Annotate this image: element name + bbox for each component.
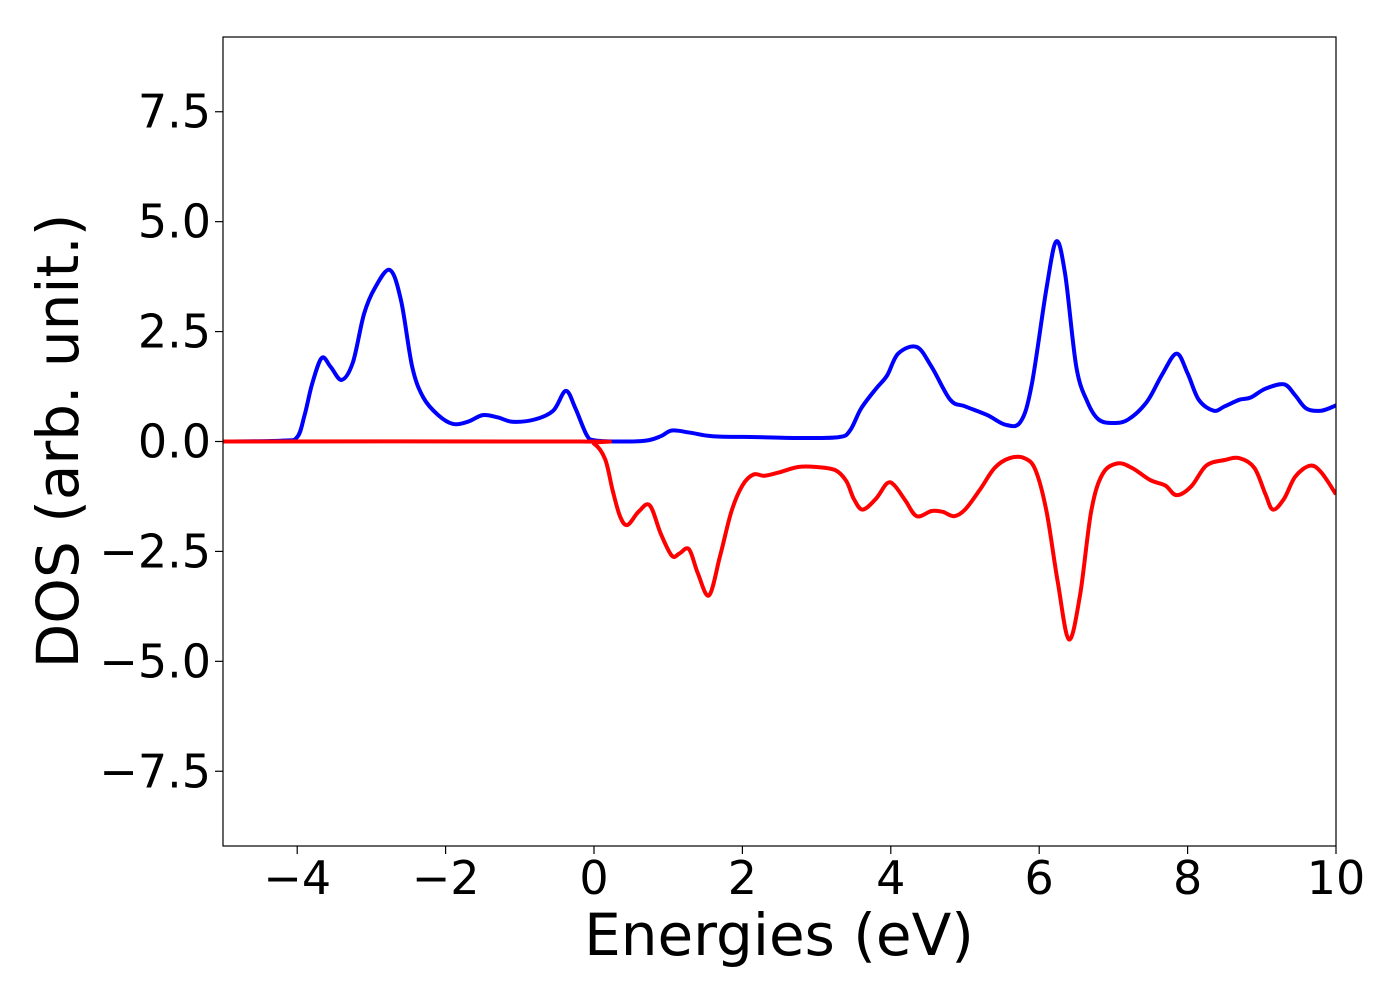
x-tick-label: 8	[1173, 851, 1202, 905]
y-tick-label: 0.0	[138, 415, 211, 469]
y-tick-label: −7.5	[99, 744, 211, 798]
x-tick-label: 4	[876, 851, 905, 905]
x-tick-label: 10	[1307, 851, 1366, 905]
series-line-2	[223, 439, 1336, 642]
series-line-1	[223, 239, 1336, 444]
y-axis-ticks: 7.5 5.0 2.5 0.0 −2.5 −5.0 −7.5	[99, 85, 223, 798]
x-tick-label: 6	[1025, 851, 1054, 905]
x-tick-label: −4	[263, 851, 331, 905]
y-tick-label: 7.5	[138, 85, 211, 139]
y-tick-label: −5.0	[99, 634, 211, 688]
y-tick-label: 5.0	[138, 195, 211, 249]
y-tick-label: 2.5	[138, 305, 211, 359]
x-axis-ticks: −4 −2 0 2 4 6 8 10	[263, 846, 1365, 905]
x-tick-label: 0	[579, 851, 608, 905]
x-axis-label: Energies (eV)	[584, 901, 974, 969]
y-tick-label: −2.5	[99, 524, 211, 578]
x-tick-label: −2	[412, 851, 480, 905]
y-axis-label: DOS (arb. unit.)	[24, 214, 92, 669]
x-tick-label: 2	[728, 851, 757, 905]
plot-lines	[223, 239, 1336, 642]
